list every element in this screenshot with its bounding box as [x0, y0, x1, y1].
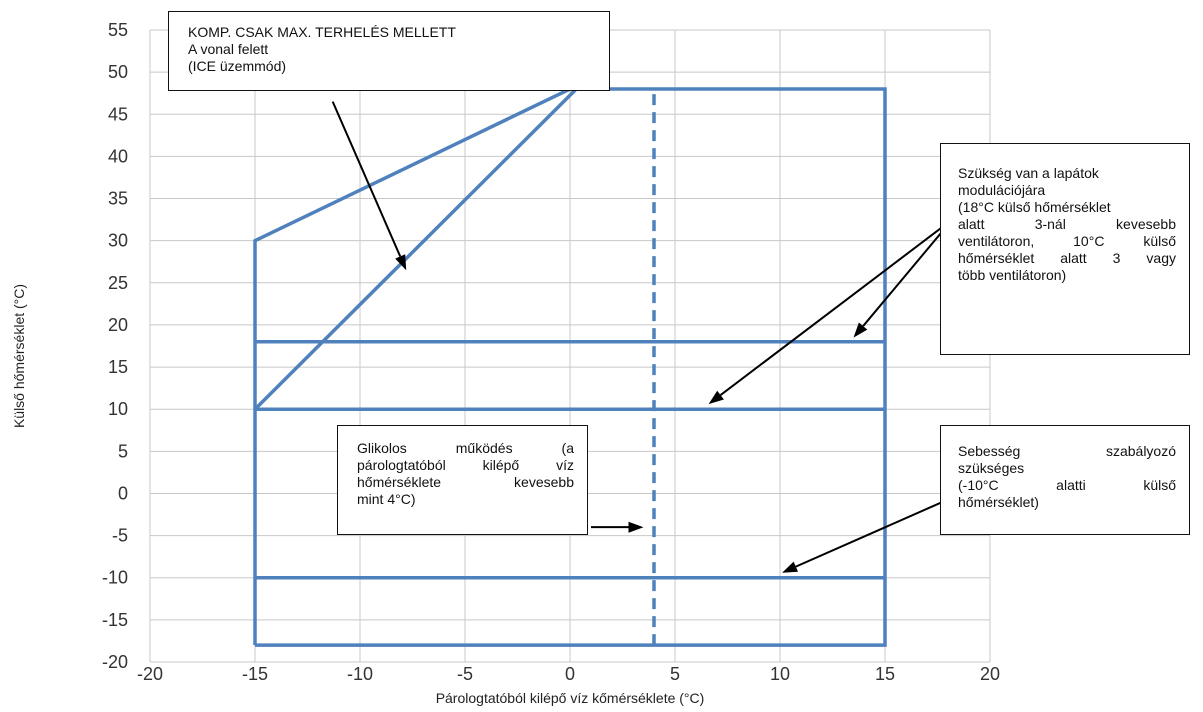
annotation-arrow	[853, 218, 953, 338]
y-tick-label: 45	[108, 104, 128, 124]
annotation-arrow	[782, 496, 953, 573]
annotation-arrow	[331, 101, 407, 271]
y-tick-label: 55	[108, 20, 128, 40]
envelope-lines	[253, 87, 887, 647]
y-tick-label: 20	[108, 315, 128, 335]
x-tick-label: 0	[565, 664, 575, 684]
y-tick-label: -5	[112, 526, 128, 546]
x-tick-labels: -20 -15 -10 -5 0 5 10 15 20	[137, 664, 1000, 684]
x-tick-label: -5	[457, 664, 473, 684]
annotation-arrow	[591, 521, 644, 533]
annotation-arrow	[708, 218, 953, 405]
y-tick-label: -10	[102, 568, 128, 588]
envelope-line	[253, 87, 578, 411]
y-tick-label: 50	[108, 62, 128, 82]
y-tick-label: 30	[108, 231, 128, 251]
annotation-arrows	[331, 101, 953, 573]
y-tick-label: 25	[108, 273, 128, 293]
x-tick-label: 5	[670, 664, 680, 684]
y-tick-label: 0	[118, 483, 128, 503]
y-tick-label: 5	[118, 441, 128, 461]
grid	[149, 29, 991, 663]
annotation-speed-control: Sebesség szabályozó szükséges (-10°C ala…	[940, 425, 1190, 535]
x-tick-label: 10	[770, 664, 790, 684]
x-tick-label: -10	[347, 664, 373, 684]
x-tick-label: 20	[980, 664, 1000, 684]
x-axis-label: Párologtatóból kilépő víz kőmérséklete (…	[436, 690, 705, 706]
x-tick-label: -15	[242, 664, 268, 684]
annotation-glycol: Glikolos működés (a párologtatóból kilép…	[337, 425, 588, 535]
x-tick-label: 15	[875, 664, 895, 684]
y-tick-label: 10	[108, 399, 128, 419]
y-tick-label: 35	[108, 189, 128, 209]
y-tick-label: 15	[108, 357, 128, 377]
envelope-line	[253, 87, 887, 647]
y-tick-label: -15	[102, 610, 128, 630]
x-tick-label: -20	[137, 664, 163, 684]
annotation-ice-mode: KOMP. CSAK MAX. TERHELÉS MELLETT A vonal…	[168, 11, 610, 91]
y-tick-label: -20	[102, 652, 128, 672]
annotation-fan-modulation: Szükség van a lapátok modulációjára (18°…	[940, 143, 1190, 355]
y-axis-label: Külső hőmérséklet (°C)	[11, 284, 27, 428]
y-tick-label: 40	[108, 146, 128, 166]
